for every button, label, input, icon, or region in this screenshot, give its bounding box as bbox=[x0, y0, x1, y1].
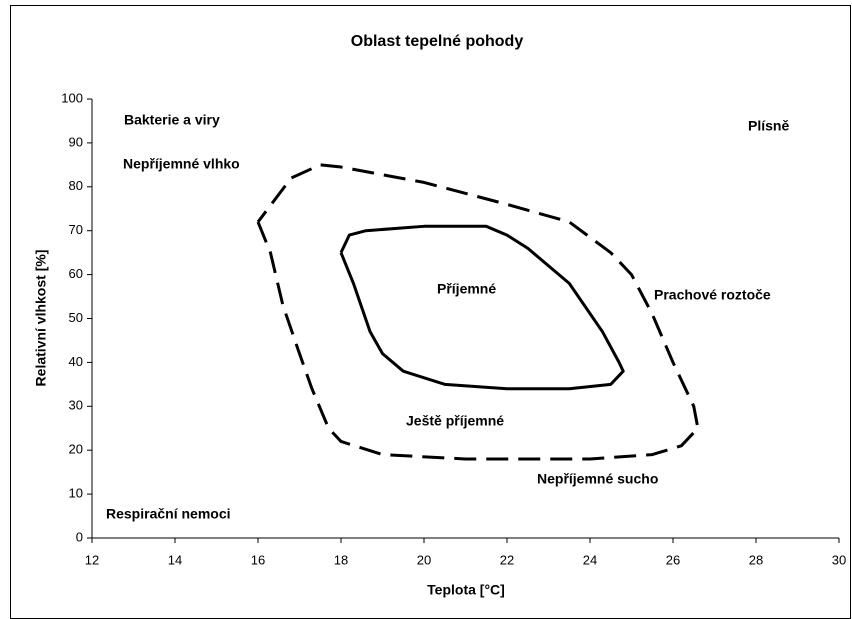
y-tick-label: 40 bbox=[69, 354, 83, 369]
y-tick-label: 60 bbox=[69, 266, 83, 281]
x-tick-label: 30 bbox=[832, 552, 846, 567]
y-tick-label: 70 bbox=[69, 222, 83, 237]
x-axis-label: Teplota [°C] bbox=[427, 582, 505, 598]
y-tick-label: 80 bbox=[69, 178, 83, 193]
x-tick-label: 14 bbox=[168, 552, 182, 567]
annotation: Nepříjemné sucho bbox=[537, 471, 658, 487]
y-tick-label: 90 bbox=[69, 134, 83, 149]
x-tick-label: 20 bbox=[417, 552, 431, 567]
annotation: Respirační nemoci bbox=[106, 506, 231, 522]
x-tick-label: 26 bbox=[666, 552, 680, 567]
y-tick-label: 10 bbox=[69, 486, 83, 501]
zone-curve bbox=[256, 163, 700, 461]
x-tick-label: 24 bbox=[583, 552, 597, 567]
chart-frame bbox=[10, 5, 851, 619]
x-tick-label: 18 bbox=[334, 552, 348, 567]
y-tick-label: 50 bbox=[69, 310, 83, 325]
annotation: Prachové roztoče bbox=[654, 287, 771, 303]
x-tick-label: 28 bbox=[749, 552, 763, 567]
x-tick-label: 22 bbox=[500, 552, 514, 567]
y-axis-label: Relativní vlhkost [%] bbox=[33, 250, 49, 387]
annotation: Nepříjemné vlhko bbox=[123, 156, 240, 172]
annotation: Příjemné bbox=[437, 281, 496, 297]
annotation: Ještě příjemné bbox=[406, 413, 504, 429]
y-tick-label: 20 bbox=[69, 442, 83, 457]
chart-title: Oblast tepelné pohody bbox=[351, 33, 524, 50]
zone-curve bbox=[339, 224, 625, 391]
annotation: Bakterie a viry bbox=[124, 112, 220, 128]
y-tick-label: 30 bbox=[69, 398, 83, 413]
x-tick-label: 16 bbox=[251, 552, 265, 567]
annotation: Plísně bbox=[748, 118, 789, 134]
x-tick-label: 12 bbox=[85, 552, 99, 567]
y-tick-label: 100 bbox=[61, 90, 83, 105]
y-tick-label: 0 bbox=[76, 529, 83, 544]
